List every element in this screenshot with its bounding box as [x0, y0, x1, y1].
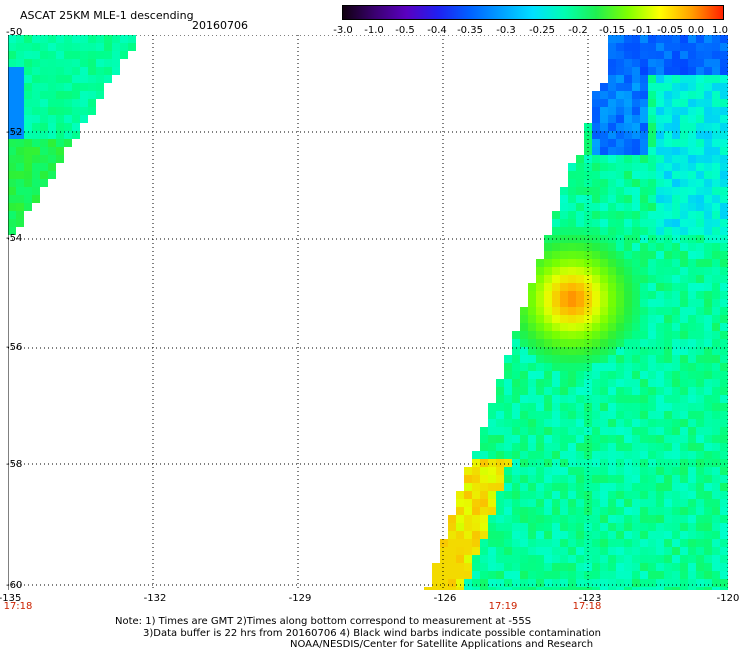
lon-label-120: -120 [716, 593, 740, 604]
colorbar-label: -3.0 [333, 25, 353, 36]
colorbar-label: -0.2 [568, 25, 588, 36]
colorbar-label: -0.5 [395, 25, 415, 36]
colorbar-label: -0.35 [457, 25, 483, 36]
lat-lon-grid [8, 35, 728, 590]
colorbar-label: -0.3 [496, 25, 516, 36]
time-label: 17:18 [3, 601, 33, 612]
lon-label-126: -126 [433, 593, 457, 604]
lon-label-132: -132 [143, 593, 167, 604]
time-label: 17:18 [572, 601, 602, 612]
colorbar-label: -0.1 [632, 25, 652, 36]
lat-label-58: -58 [6, 459, 23, 470]
colorbar-label: -0.05 [657, 25, 683, 36]
colorbar-label: -0.15 [599, 25, 625, 36]
colorbar-label: -1.0 [364, 25, 384, 36]
lon-label-135: -135 [0, 593, 22, 604]
lon-label-123: -123 [578, 593, 602, 604]
colorbar-label: 0.0 [688, 25, 704, 36]
map-title: ASCAT 25KM MLE-1 descending [20, 9, 194, 22]
map-plot [8, 35, 728, 590]
colorbar-label: 1.0 [712, 25, 728, 36]
note-line-1: Note: 1) Times are GMT 2)Times along bot… [115, 616, 532, 627]
lat-label-56: -56 [6, 342, 23, 353]
lon-label-129: -129 [288, 593, 312, 604]
lat-label-52: -52 [6, 127, 23, 138]
lat-label-54: -54 [6, 233, 23, 244]
lat-label-60: -60 [6, 580, 23, 591]
colorbar-label: -0.25 [529, 25, 555, 36]
note-line-2: 3)Data buffer is 22 hrs from 20160706 4)… [143, 628, 601, 639]
map-date: 20160706 [192, 19, 248, 32]
colorbar-label: -0.4 [427, 25, 447, 36]
note-line-3: NOAA/NESDIS/Center for Satellite Applica… [290, 639, 594, 650]
colorbar-gradient [343, 6, 723, 19]
time-label: 17:19 [488, 601, 518, 612]
lat-label-50: -50 [6, 27, 23, 38]
wind-speed-swaths [8, 35, 728, 590]
colorbar [342, 5, 724, 20]
